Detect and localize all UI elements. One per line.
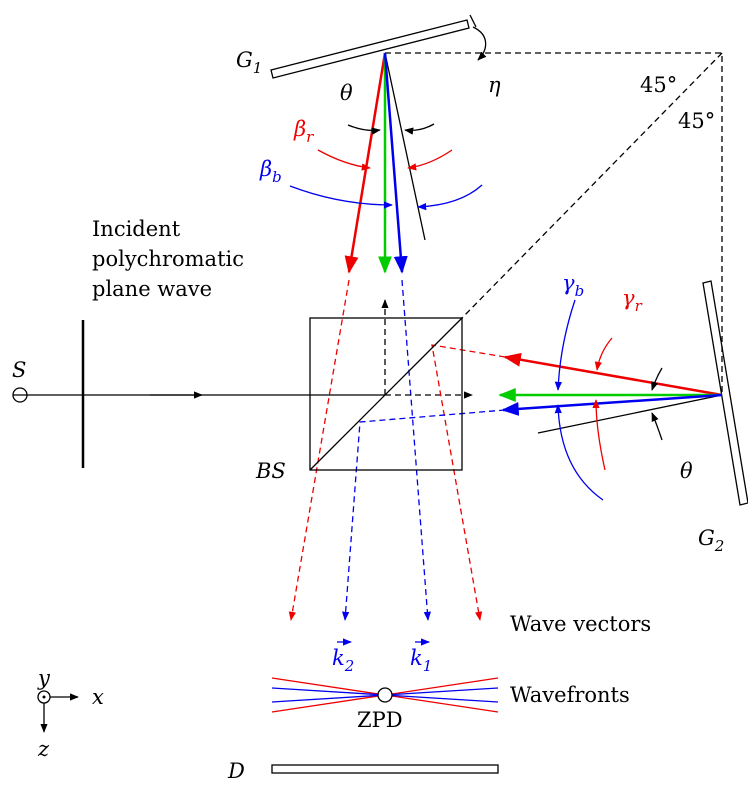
- label: BS: [255, 459, 286, 483]
- label: γr: [622, 286, 643, 315]
- label: S: [12, 358, 26, 382]
- label: 45°: [640, 73, 677, 97]
- label: θ: [680, 459, 693, 483]
- mirror-g2: [702, 280, 748, 506]
- label: G2: [698, 526, 724, 555]
- ray: [501, 393, 723, 416]
- label: βr: [293, 117, 314, 146]
- label: Wavefronts: [510, 683, 630, 707]
- label: ZPD: [357, 708, 403, 732]
- eta-arrow: [472, 26, 487, 61]
- construction: [385, 52, 723, 395]
- mirror-g1: [270, 19, 470, 79]
- label: k2: [332, 646, 354, 675]
- label: γb: [562, 271, 584, 300]
- label: G1: [236, 48, 262, 77]
- label: Incident: [92, 217, 181, 241]
- label: k1: [410, 646, 432, 675]
- label: D: [227, 759, 245, 783]
- label: η: [488, 73, 501, 97]
- geometry: [12, 14, 748, 774]
- ray: [383, 52, 408, 274]
- detector: [271, 764, 499, 774]
- ray: [344, 52, 387, 274]
- label: Wave vectors: [510, 612, 651, 636]
- beamsplitter: [309, 317, 463, 471]
- label: βb: [259, 157, 282, 186]
- normal-g2: [537, 394, 723, 434]
- label: 45°: [678, 109, 715, 133]
- label: z: [37, 737, 50, 761]
- label: plane wave: [92, 277, 212, 301]
- normal-g1: [384, 52, 426, 241]
- label: polychromatic: [92, 247, 244, 271]
- ray: [503, 352, 723, 397]
- label: θ: [340, 81, 353, 105]
- label: x: [92, 685, 104, 709]
- label: y: [37, 666, 51, 690]
